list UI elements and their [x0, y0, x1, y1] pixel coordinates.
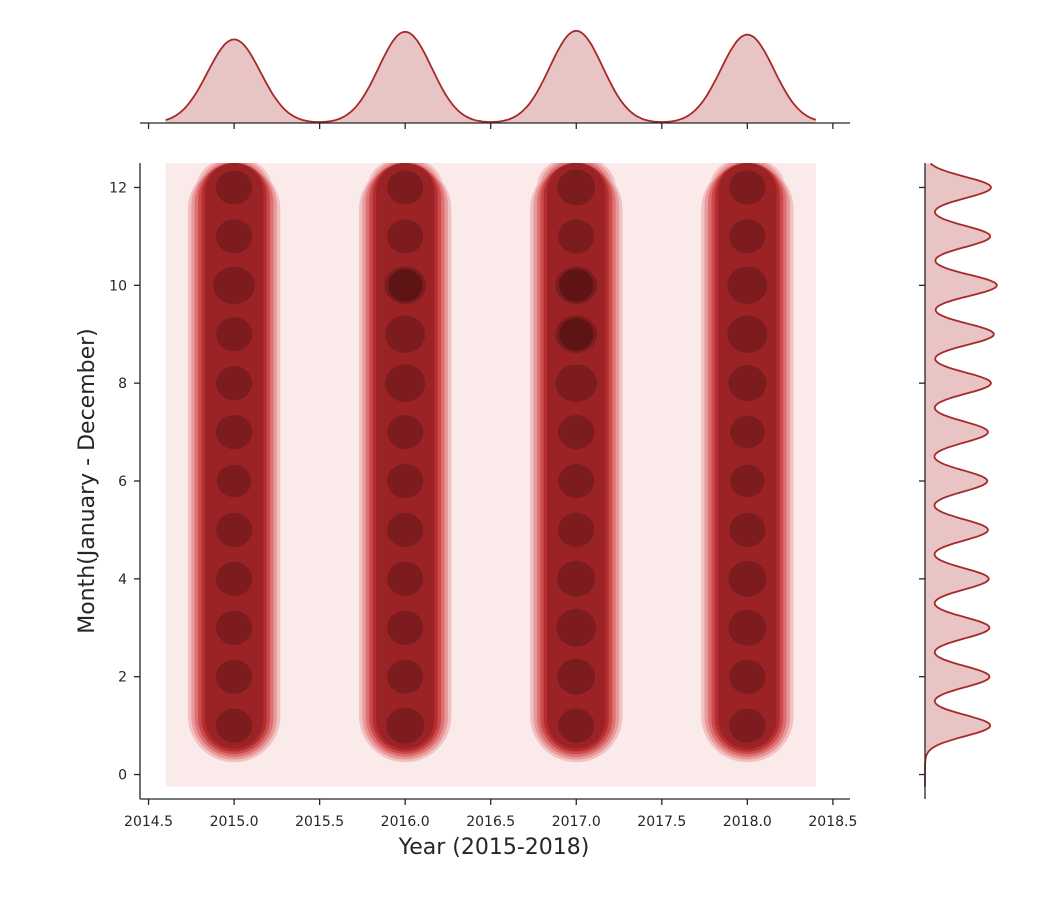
kde-month-peak: [387, 561, 424, 596]
kde-month-peak: [558, 708, 595, 743]
y-tick-label: 6: [118, 474, 127, 490]
y-marginal-density: [924, 162, 998, 787]
x-tick-label: 2016.0: [381, 814, 430, 830]
y-tick-label: 0: [118, 768, 127, 784]
kde-month-peak: [729, 708, 766, 743]
kde-month-peak: [558, 219, 595, 254]
y-tick-label: 10: [109, 278, 127, 294]
kde-contour-band: [547, 163, 606, 749]
kde-month-peak: [387, 170, 424, 205]
kde-month-peak: [215, 708, 253, 743]
kde-month-peak: [386, 707, 425, 744]
kde-month-peak: [387, 219, 424, 254]
x-tick-label: 2017.0: [552, 814, 601, 830]
kde-month-peak: [558, 512, 595, 548]
kde-month-peak: [215, 561, 253, 596]
x-marginal-line: [165, 29, 817, 123]
kde-month-peak: [387, 659, 424, 694]
kde-year-column-2017: [530, 163, 623, 763]
y-marginal-line: [924, 162, 998, 787]
kde-month-peak: [215, 366, 253, 401]
x-tick-label: 2015.5: [295, 814, 344, 830]
y-tick-label: 4: [118, 572, 127, 588]
x-tick-label: 2014.5: [124, 814, 173, 830]
x-tick-label: 2018.0: [723, 814, 772, 830]
kde-month-peak: [215, 659, 253, 694]
kde-month-peak: [213, 266, 255, 305]
kde-month-peak: [557, 169, 596, 206]
kde-month-peak: [215, 512, 253, 548]
kde-month-peak: [387, 512, 424, 548]
kde-contour-plot: [165, 163, 816, 787]
kde-year-column-2018: [701, 163, 794, 763]
x-tick-label: 2017.5: [637, 814, 686, 830]
x-axis-title: Year (2015-2018): [398, 835, 590, 860]
kde-contour-band: [718, 163, 777, 749]
x-tick-label: 2015.0: [210, 814, 259, 830]
y-tick-label: 8: [118, 376, 127, 392]
y-marginal-fill: [925, 163, 997, 787]
kde-month-peak: [729, 170, 766, 205]
kde-month-peak: [730, 415, 765, 449]
kde-month-peak: [215, 219, 253, 254]
x-marginal-fill: [165, 30, 816, 123]
y-tick-label: 12: [109, 180, 127, 196]
kde-month-peak: [215, 317, 253, 352]
kde-month-peak: [387, 463, 424, 499]
axes: 2014.5 2015.0 2015.5 2016.0 2016.5 2017.0 2017…: [109, 122, 926, 830]
kde-month-peak: [215, 170, 253, 205]
kde-month-peak: [216, 464, 252, 498]
kde-month-peak: [215, 610, 253, 645]
x-marginal-density: [165, 29, 817, 123]
kde-month-peak: [727, 315, 768, 354]
kde-month-peak: [730, 464, 765, 498]
kde-month-peak: [559, 268, 594, 302]
kde-month-peak: [556, 608, 597, 647]
kde-month-peak: [385, 364, 426, 402]
x-tick-label: 2018.5: [808, 814, 857, 830]
kde-month-peak: [729, 659, 766, 694]
kde-month-peak: [555, 364, 598, 402]
kde-month-peak: [387, 610, 424, 645]
kde-month-peak: [387, 414, 424, 450]
kde-month-peak: [729, 219, 766, 254]
kde-contour-band: [205, 163, 264, 749]
x-tick-label: 2016.5: [466, 814, 515, 830]
kde-month-peak: [388, 268, 423, 302]
kde-month-peak: [728, 365, 767, 402]
kde-month-peak: [729, 512, 766, 548]
y-axis-title: Month(January - December): [75, 328, 100, 634]
kde-year-column-2016: [358, 163, 452, 763]
kde-contour-band: [376, 163, 435, 749]
kde-month-peak: [558, 463, 595, 499]
kde-year-column-2015: [187, 163, 281, 763]
kde-month-peak: [558, 414, 595, 450]
kde-month-peak: [728, 560, 767, 597]
kde-month-peak: [557, 560, 596, 597]
kde-month-peak: [559, 317, 594, 351]
kde-month-peak: [557, 658, 596, 695]
kde-month-peak: [385, 315, 426, 354]
kde-month-peak: [728, 609, 767, 646]
kde-month-peak: [727, 266, 768, 305]
kde-month-peak: [215, 414, 253, 450]
y-tick-label: 2: [118, 670, 127, 686]
